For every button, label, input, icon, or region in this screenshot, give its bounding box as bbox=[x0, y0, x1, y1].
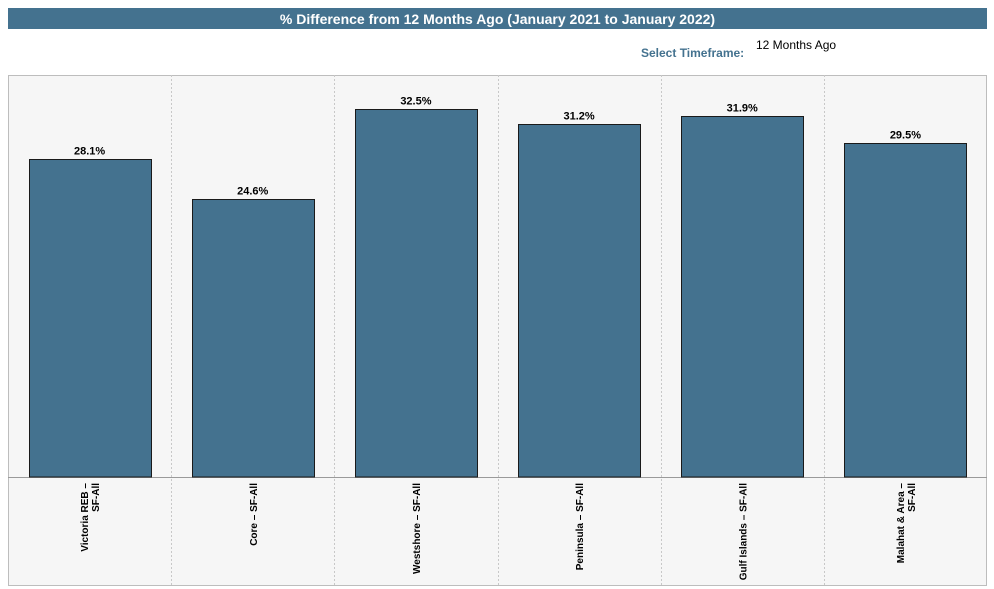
data-label: 32.5% bbox=[400, 96, 431, 108]
category-label-line: Victoria REB – bbox=[80, 483, 91, 552]
bar[interactable] bbox=[681, 116, 804, 478]
bar[interactable] bbox=[192, 199, 315, 478]
timeframe-label: Select Timeframe: bbox=[641, 46, 745, 60]
category-label-line: Core – SF-All bbox=[249, 483, 260, 546]
category-tick-label: Core – SF-All bbox=[249, 483, 260, 546]
chart-title: % Difference from 12 Months Ago (January… bbox=[279, 10, 716, 27]
timeframe-dropdown[interactable]: 12 Months Ago bbox=[756, 38, 837, 52]
data-label: 31.2% bbox=[563, 111, 594, 123]
data-label: 28.1% bbox=[74, 146, 105, 158]
bar[interactable] bbox=[29, 159, 152, 478]
category-tick-label: Gulf Islands – SF-All bbox=[738, 483, 749, 580]
category-label-line: Malahat & Area – bbox=[896, 483, 907, 564]
data-label: 24.6% bbox=[237, 186, 268, 198]
category-tick-label: Malahat & Area – SF-All bbox=[896, 483, 918, 564]
category-label-line: SF-All bbox=[91, 483, 102, 512]
category-label-line: Gulf Islands – SF-All bbox=[738, 483, 749, 580]
bar[interactable] bbox=[844, 143, 967, 478]
category-tick-label: Westshore – SF-All bbox=[412, 483, 423, 574]
category-tick-label: Victoria REB – SF-All bbox=[80, 483, 102, 552]
bar[interactable] bbox=[518, 124, 641, 478]
bar[interactable] bbox=[355, 109, 478, 478]
data-label: 31.9% bbox=[727, 103, 758, 115]
category-label-line: SF-All bbox=[907, 483, 918, 512]
data-label: 29.5% bbox=[890, 130, 921, 142]
category-tick-label: Peninsula – SF-All bbox=[575, 483, 586, 570]
category-label-line: Peninsula – SF-All bbox=[575, 483, 586, 570]
chart-title-bar: % Difference from 12 Months Ago (January… bbox=[8, 8, 987, 29]
category-label-line: Westshore – SF-All bbox=[412, 483, 423, 574]
